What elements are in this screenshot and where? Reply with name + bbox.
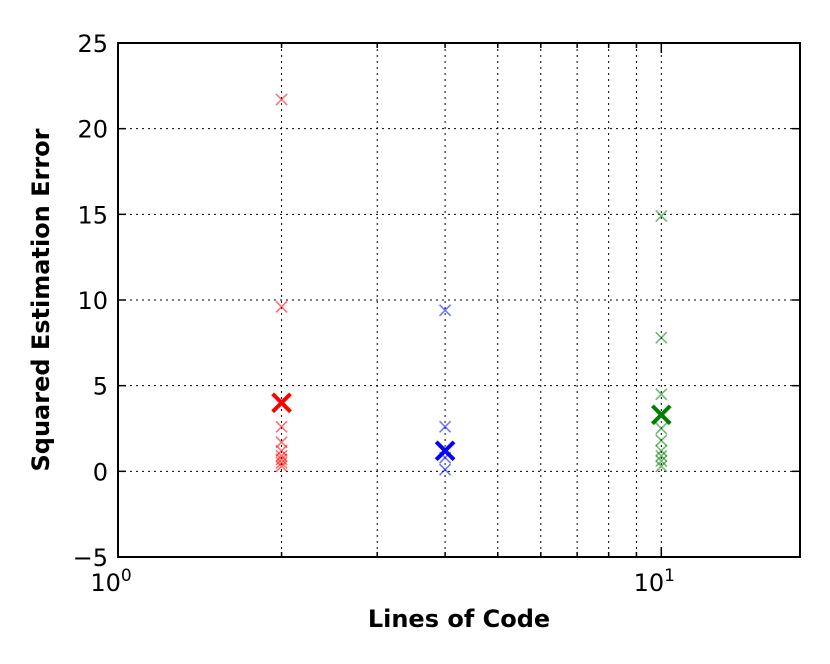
data-point: [655, 454, 668, 468]
x-tick-label: 100: [90, 566, 131, 597]
data-point: [655, 434, 668, 447]
data-point: [438, 463, 452, 476]
data-point: [438, 304, 452, 317]
data-point: [438, 420, 452, 433]
data-point: [275, 436, 288, 449]
grid-layer: [118, 43, 800, 557]
x-tick-label: 101: [634, 566, 675, 597]
x-tick-exponent: 0: [121, 566, 132, 586]
data-point: [275, 420, 288, 433]
data-point: [655, 331, 668, 344]
y-tick-label: 5: [93, 373, 108, 401]
data-point: [655, 444, 668, 457]
x-tick-base: 10: [90, 569, 121, 597]
x-axis-title: Lines of Code: [368, 605, 550, 633]
data-point: [655, 449, 668, 463]
y-tick-label: 15: [77, 201, 108, 229]
data-point: [275, 460, 288, 473]
data-point: [275, 444, 288, 457]
y-tick-label: −5: [73, 544, 108, 572]
mean-marker: [271, 392, 292, 414]
x-tick-exponent: 1: [664, 566, 675, 586]
data-point: [655, 422, 668, 435]
data-point: [275, 93, 288, 106]
data-point: [655, 460, 668, 473]
y-tick-label: 0: [93, 458, 108, 486]
mean-marker: [434, 440, 456, 462]
data-point: [275, 456, 288, 469]
data-points: [271, 93, 672, 476]
y-tick-label: 20: [77, 116, 108, 144]
x-tick-base: 10: [634, 569, 665, 597]
y-tick-label: 10: [77, 287, 108, 315]
data-point: [275, 300, 288, 313]
mean-marker: [650, 404, 672, 426]
y-axis-title: Squared Estimation Error: [27, 128, 55, 471]
data-point: [655, 209, 668, 223]
y-tick-label: 25: [77, 30, 108, 58]
data-point: [655, 388, 668, 401]
